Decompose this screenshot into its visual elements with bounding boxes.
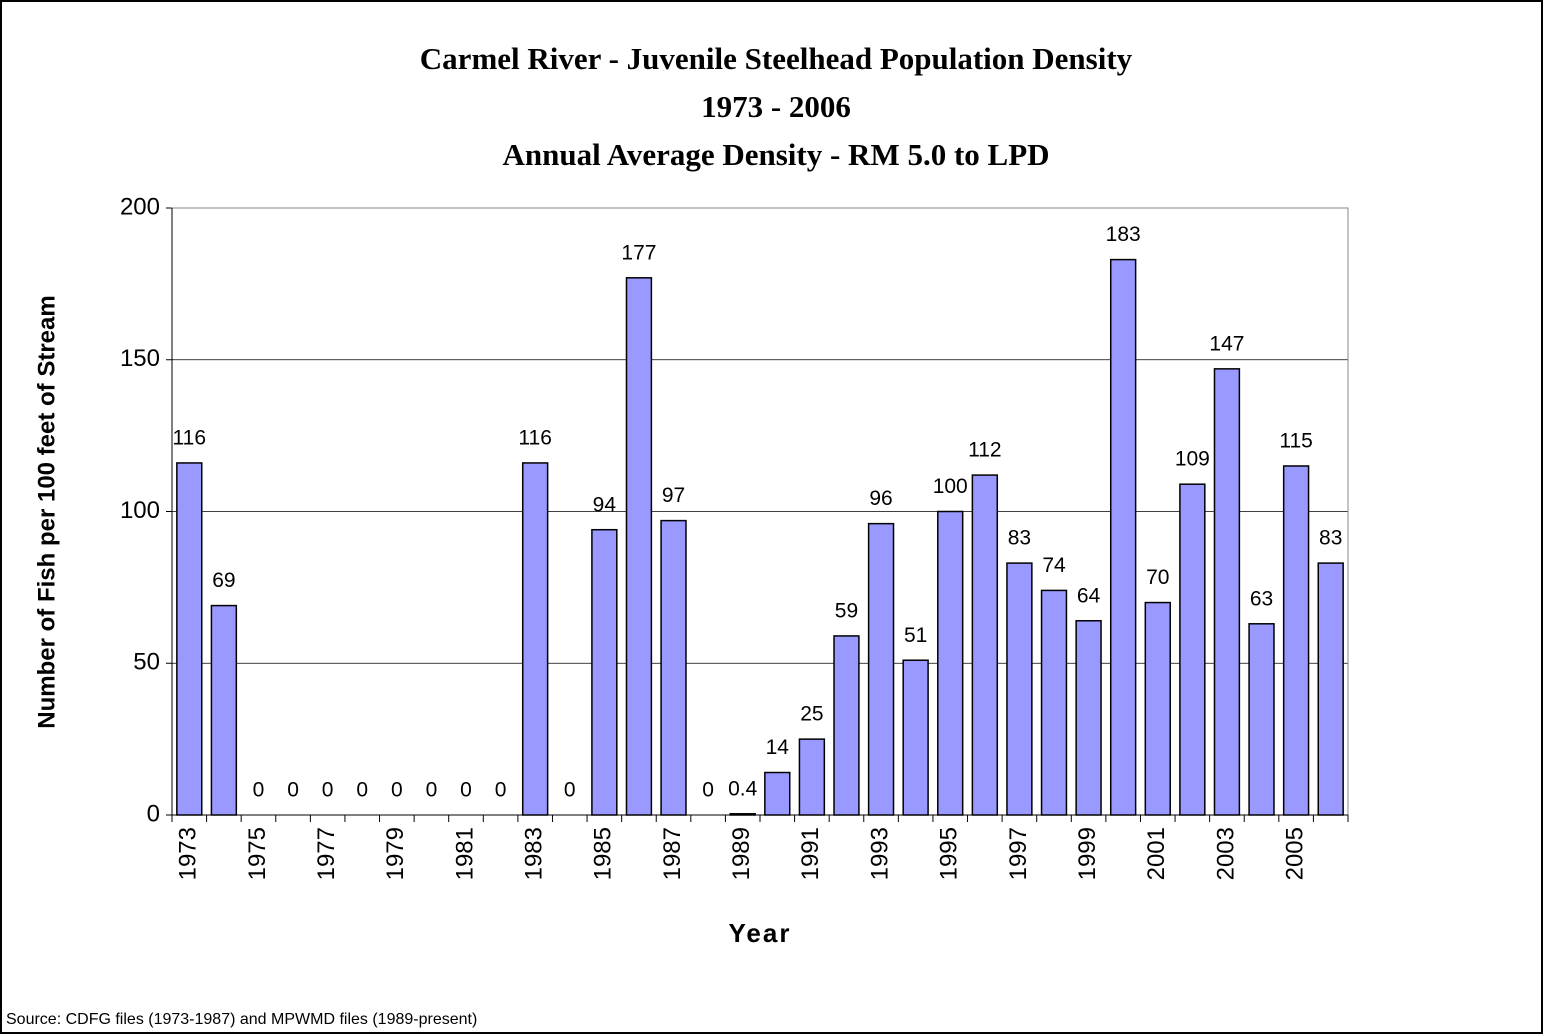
x-tick-label: 1979 [382, 827, 409, 880]
data-label: 0 [253, 779, 265, 802]
bar [764, 771, 791, 816]
bar [1179, 483, 1206, 816]
bar [867, 522, 895, 816]
data-label: 64 [1077, 584, 1101, 607]
data-label: 14 [766, 736, 790, 759]
bar [902, 659, 929, 816]
bar [937, 510, 964, 816]
data-label: 183 [1106, 223, 1141, 246]
data-label: 177 [621, 241, 656, 264]
y-tick-label: 150 [120, 345, 160, 372]
y-tick-label: 50 [133, 649, 160, 676]
data-label: 51 [904, 624, 927, 647]
x-tick-label: 1973 [175, 827, 202, 880]
bar [1006, 562, 1033, 816]
x-tick-label: 1975 [244, 827, 271, 880]
data-label: 0 [322, 779, 334, 802]
data-label: 0 [564, 779, 576, 802]
bar [971, 474, 999, 816]
bar [210, 604, 238, 816]
data-label: 74 [1042, 554, 1066, 577]
chart-subtitle: 1973 - 2006 [701, 89, 851, 124]
x-tick-label: 1977 [313, 827, 340, 880]
source-note: Source: CDFG files (1973-1987) and MPWMD… [6, 1011, 477, 1028]
bar [1248, 623, 1275, 816]
data-label: 25 [800, 703, 823, 726]
x-tick-label: 1997 [1005, 827, 1032, 880]
x-tick-label: 2005 [1281, 827, 1308, 880]
data-label: 83 [1008, 527, 1031, 550]
data-label: 94 [593, 493, 617, 516]
y-tick-label: 200 [120, 193, 160, 220]
bar [1144, 601, 1171, 816]
x-axis-label: Year [729, 918, 792, 948]
data-label: 0 [287, 779, 299, 802]
data-label: 115 [1279, 430, 1312, 453]
bar [1109, 258, 1137, 816]
data-label: 96 [869, 487, 892, 510]
bar [521, 462, 549, 816]
data-label: 0 [426, 779, 438, 802]
data-label: 69 [212, 569, 235, 592]
y-axis-label: Number of Fish per 100 feet of Stream [33, 295, 60, 728]
data-label: 0 [356, 779, 368, 802]
y-tick-label: 100 [120, 497, 160, 524]
data-label: 112 [968, 439, 1001, 462]
bar [176, 462, 203, 816]
data-label: 147 [1209, 332, 1244, 355]
x-tick-label: 1985 [590, 827, 617, 880]
bar [1317, 562, 1344, 816]
bar [660, 519, 687, 816]
chart-subtitle: Annual Average Density - RM 5.0 to LPD [502, 137, 1049, 172]
bar [798, 738, 826, 816]
x-tick-label: 1981 [451, 827, 478, 880]
data-label: 0 [391, 779, 403, 802]
bar [1213, 368, 1241, 816]
data-label: 70 [1146, 566, 1169, 589]
bar [591, 528, 618, 816]
x-tick-label: 1983 [521, 827, 548, 880]
data-label: 63 [1250, 587, 1273, 610]
bar [625, 277, 653, 816]
data-label: 109 [1175, 448, 1210, 471]
data-label: 116 [518, 426, 551, 449]
data-label: 0 [702, 779, 714, 802]
data-label: 83 [1319, 527, 1342, 550]
x-tick-label: 1987 [659, 827, 686, 880]
chart-title: Carmel River - Juvenile Steelhead Popula… [420, 41, 1133, 76]
data-label: 0 [460, 779, 472, 802]
x-tick-label: 1989 [728, 827, 755, 880]
data-label: 97 [662, 484, 685, 507]
data-label: 59 [835, 599, 858, 622]
data-label: 100 [933, 475, 968, 498]
bar [833, 635, 860, 816]
bar [1075, 620, 1102, 816]
x-tick-label: 2001 [1143, 827, 1170, 880]
data-label: 0.4 [728, 777, 758, 800]
x-tick-label: 1991 [797, 827, 824, 880]
x-tick-label: 1999 [1074, 827, 1101, 880]
data-label: 0 [495, 779, 507, 802]
bar [1040, 589, 1068, 816]
x-tick-label: 1995 [936, 827, 963, 880]
bar [729, 813, 756, 816]
y-tick-label: 0 [147, 800, 160, 827]
x-tick-label: 2003 [1212, 827, 1239, 880]
data-label: 116 [173, 426, 206, 449]
bar [1282, 465, 1310, 816]
x-tick-label: 1993 [866, 827, 893, 880]
